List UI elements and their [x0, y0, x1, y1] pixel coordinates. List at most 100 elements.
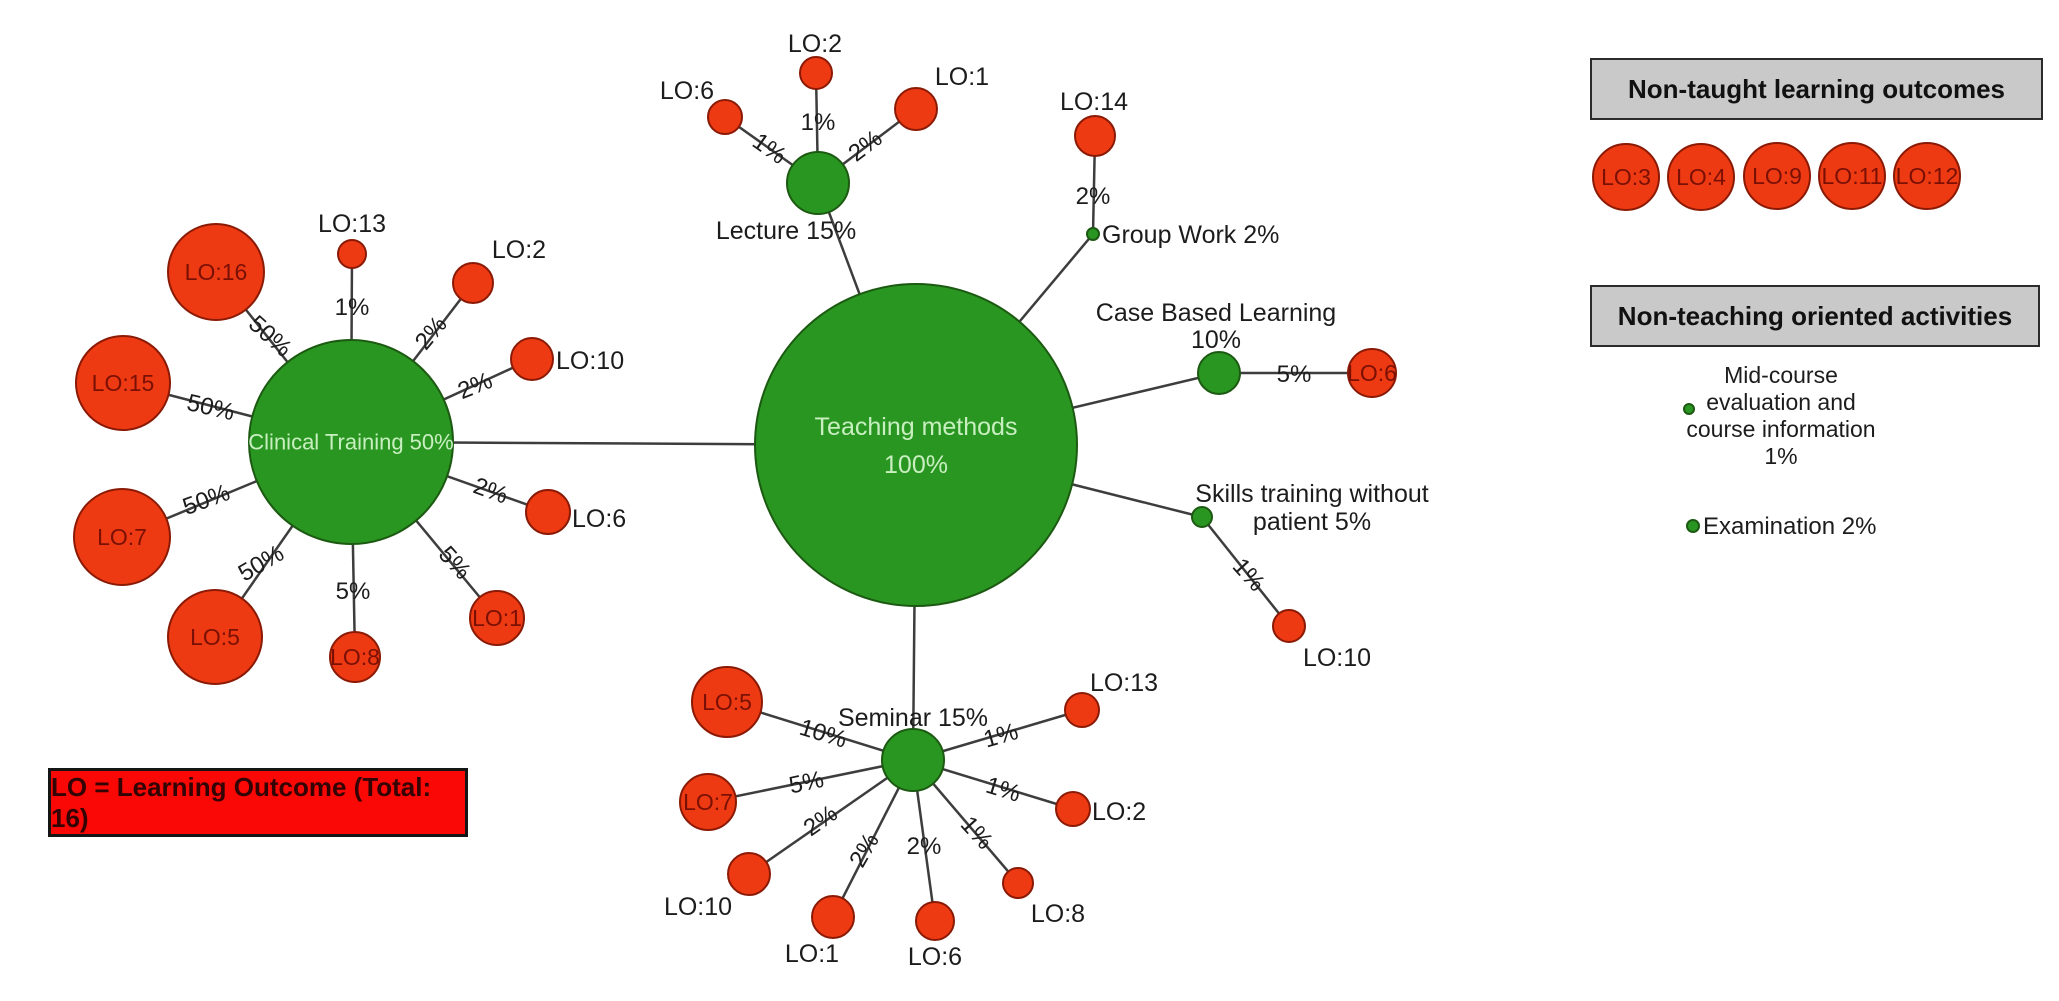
label-se-lo10: LO:10 [664, 893, 732, 921]
label-teaching: 100% [884, 451, 948, 479]
label-c-lo8: LO:8 [330, 644, 380, 670]
node-nontaught-lo-12 [1893, 142, 1961, 210]
node-c-lo5 [167, 589, 263, 685]
text-line: 1% [1764, 443, 1798, 469]
label-c-lo1: LO:1 [472, 605, 522, 631]
examination-activity-label: Examination 2% [1703, 513, 1877, 540]
label-nontaught-lo-9: LO:9 [1752, 163, 1802, 189]
non-taught-panel-header: Non-taught learning outcomes [1590, 58, 2043, 120]
edge-label-seminar-se-lo6: 2% [907, 833, 942, 860]
node-c-lo13 [337, 239, 367, 269]
node-nontaught-lo-11 [1818, 142, 1886, 210]
node-se-lo1 [811, 895, 855, 939]
edge-seminar-se-lo7 [707, 758, 914, 804]
node-c-lo16 [167, 223, 265, 321]
text-line: Mid-course [1724, 362, 1838, 388]
label-nontaught-lo-3: LO:3 [1601, 164, 1651, 190]
node-c-lo8 [329, 631, 381, 683]
edge-label-lecture-l-lo6: 1% [747, 128, 791, 170]
node-non-teaching-dot-1 [1686, 519, 1700, 533]
label-c-lo6: LO:6 [572, 505, 626, 533]
edge-label-clinical-c-lo15: 50% [184, 389, 237, 426]
node-nontaught-lo-3 [1592, 143, 1660, 211]
edge-label-clinical-c-lo13: 1% [335, 294, 370, 321]
label-c-lo10: LO:10 [556, 347, 624, 375]
label-l-lo6: LO:6 [660, 77, 714, 105]
label-c-lo2: LO:2 [492, 236, 546, 264]
edge-skills-s-lo10 [1201, 516, 1290, 627]
edge-label-lecture-l-lo1: 2% [844, 125, 888, 167]
node-se-lo7 [679, 773, 737, 831]
node-se-lo8 [1002, 867, 1034, 899]
node-se-lo10 [727, 852, 771, 896]
label-l-lo1: LO:1 [935, 63, 989, 91]
label-nontaught-lo-12: LO:12 [1896, 163, 1959, 189]
edge-label-seminar-se-lo2: 1% [983, 772, 1024, 808]
label-c-lo15: LO:15 [92, 370, 155, 396]
label-nontaught-lo-4: LO:4 [1676, 164, 1726, 190]
non-taught-panel-title: Non-taught learning outcomes [1628, 73, 2005, 104]
label-cbl: 10% [1191, 326, 1241, 354]
node-l-lo6 [707, 99, 743, 135]
label-se-lo2: LO:2 [1092, 798, 1146, 826]
text-line: evaluation and [1706, 389, 1856, 415]
label-se-lo13: LO:13 [1090, 669, 1158, 697]
node-c-lo2 [452, 262, 494, 304]
label-skills: patient 5% [1253, 508, 1371, 536]
label-c-lo16: LO:16 [185, 259, 248, 285]
node-s-lo10 [1272, 609, 1306, 643]
node-c-lo10 [510, 337, 554, 381]
node-se-lo5 [691, 666, 763, 738]
node-skills [1191, 506, 1213, 528]
label-s-lo10: LO:10 [1303, 644, 1371, 672]
label-se-lo5: LO:5 [702, 689, 752, 715]
edge-label-seminar-se-lo1: 2% [844, 828, 885, 872]
node-l-lo2 [799, 56, 833, 90]
mid-course-activity-label: Mid-course evaluation and course informa… [1650, 362, 1912, 470]
edge-label-clinical-c-lo5: 50% [234, 540, 289, 587]
label-lecture: Lecture 15% [716, 217, 856, 245]
legend-text: LO = Learning Outcome (Total: 16) [51, 771, 432, 833]
legend-box: LO = Learning Outcome (Total: 16) [48, 768, 468, 837]
label-c-lo13: LO:13 [318, 210, 386, 238]
edge-label-clinical-c-lo10: 2% [454, 367, 496, 405]
node-se-lo6 [915, 901, 955, 941]
edge-label-clinical-c-lo6: 2% [470, 472, 512, 509]
node-cb-lo6 [1347, 348, 1397, 398]
label-cbl: Case Based Learning [1096, 299, 1336, 327]
non-teaching-panel-title: Non-teaching oriented activities [1617, 300, 2013, 331]
node-c-lo6 [525, 489, 571, 535]
node-cbl [1197, 351, 1241, 395]
label-cb-lo6: LO:6 [1347, 360, 1397, 386]
node-nontaught-lo-4 [1667, 143, 1735, 211]
node-c-lo15 [75, 335, 171, 431]
edge-label-skills-s-lo10: 1% [1227, 553, 1270, 597]
label-se-lo7: LO:7 [683, 789, 733, 815]
node-se-lo13 [1064, 692, 1100, 728]
node-g-lo14 [1074, 115, 1116, 157]
label-skills: Skills training without [1195, 480, 1428, 508]
label-clinical: Clinical Training 50% [248, 430, 453, 455]
node-l-lo1 [894, 87, 938, 131]
node-c-lo7 [73, 488, 171, 586]
node-clinical [248, 339, 454, 545]
non-teaching-panel-header: Non-teaching oriented activities [1590, 285, 2040, 347]
edge-label-seminar-se-lo7: 5% [787, 766, 827, 800]
label-nontaught-lo-11: LO:11 [1822, 163, 1883, 189]
label-g-lo14: LO:14 [1060, 88, 1128, 116]
node-teaching [754, 283, 1078, 607]
text-line: course information [1686, 416, 1876, 442]
node-non-teaching-dot-0 [1683, 403, 1695, 415]
edge-label-clinical-c-lo8: 5% [336, 578, 371, 605]
node-seminar [881, 728, 945, 792]
node-lecture [786, 151, 850, 215]
edge-label-cbl-cb-lo6: 5% [1277, 361, 1312, 388]
label-teaching: Teaching methods [815, 413, 1018, 441]
node-nontaught-lo-9 [1743, 142, 1811, 210]
edge-seminar-se-lo10 [748, 758, 914, 876]
label-c-lo5: LO:5 [190, 624, 240, 650]
edge-label-groupwork-g-lo14: 2% [1076, 183, 1111, 210]
node-c-lo1 [469, 590, 525, 646]
